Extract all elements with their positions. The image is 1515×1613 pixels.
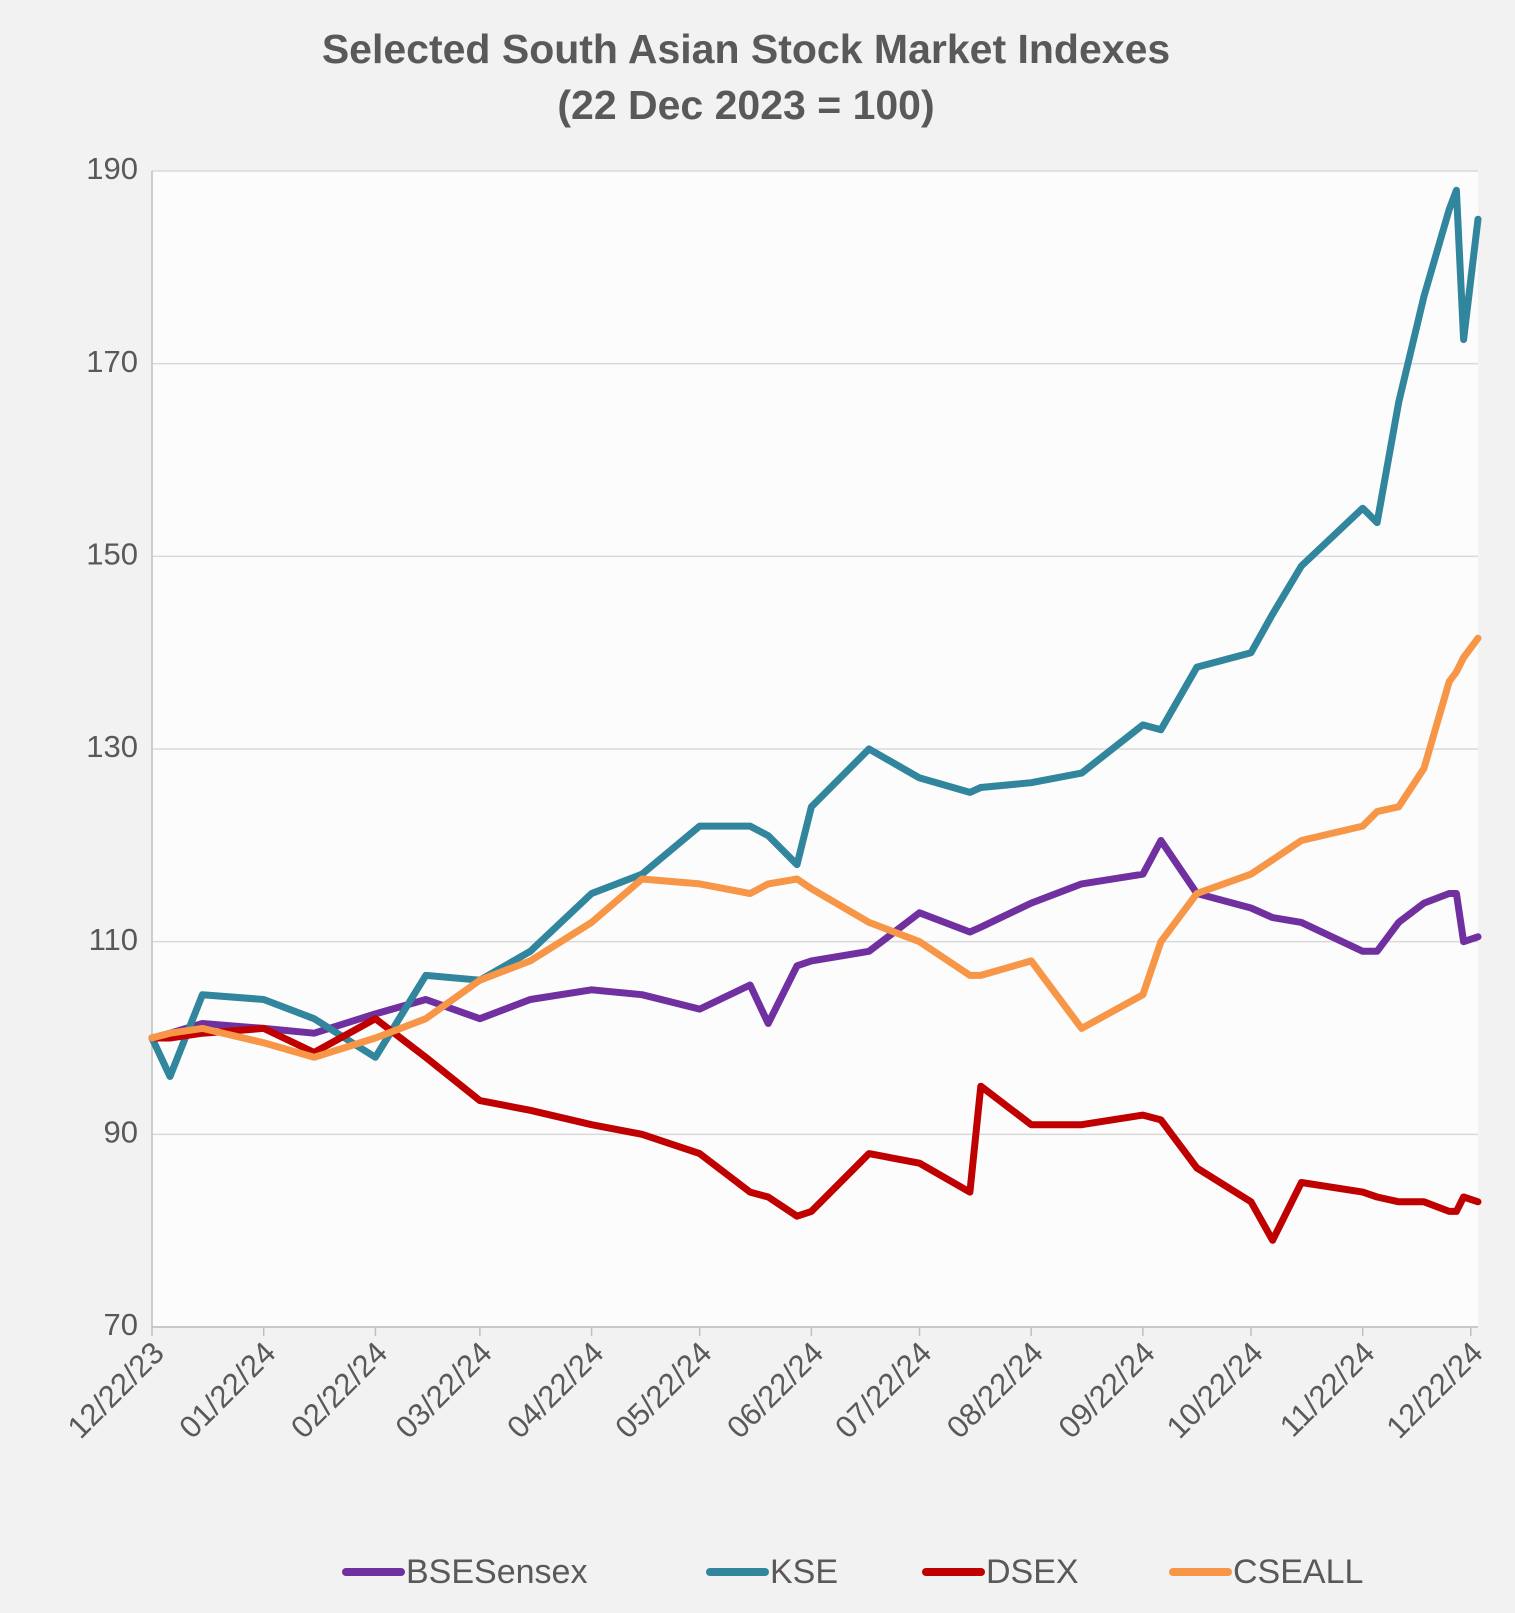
y-tick-label: 170 (86, 344, 138, 379)
y-tick-label: 70 (104, 1307, 138, 1342)
series-line (148, 186, 1482, 1080)
y-tick-label: 90 (104, 1115, 138, 1150)
legend-label: DSEX (986, 1553, 1079, 1591)
legend-label: KSE (770, 1553, 838, 1591)
y-tick-label: 110 (89, 922, 138, 957)
legend-label: BSESensex (406, 1553, 587, 1591)
series-line (148, 837, 1482, 1042)
series-line (148, 634, 1482, 1061)
legend-label: CSEALL (1233, 1553, 1363, 1591)
y-tick-label: 150 (86, 537, 138, 572)
y-tick-label: 130 (86, 729, 138, 764)
y-tick-label: 190 (86, 151, 138, 186)
series-line (148, 1015, 1482, 1244)
chart-title: Selected South Asian Stock Market Indexe… (322, 26, 1170, 72)
chart-subtitle: (22 Dec 2023 = 100) (557, 82, 934, 128)
